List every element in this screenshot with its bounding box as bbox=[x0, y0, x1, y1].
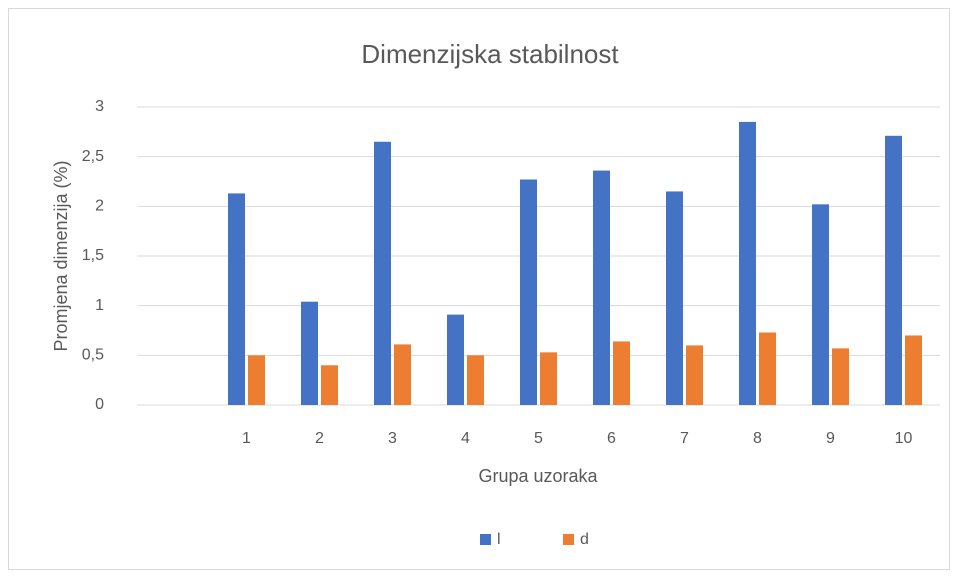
bar bbox=[905, 335, 922, 405]
bar bbox=[885, 135, 902, 405]
bar bbox=[301, 301, 318, 405]
x-tick-label: 7 bbox=[680, 430, 689, 447]
x-tick-label: 2 bbox=[315, 430, 324, 447]
y-axis-label: Promjena dimenzija (%) bbox=[51, 160, 71, 351]
legend-swatch bbox=[480, 534, 491, 545]
bar bbox=[739, 121, 756, 406]
y-tick-label: 1,5 bbox=[82, 247, 104, 264]
legend-swatch bbox=[563, 534, 574, 545]
bar bbox=[540, 352, 557, 405]
x-axis-label: Grupa uzoraka bbox=[478, 466, 598, 486]
bar bbox=[321, 365, 338, 405]
y-tick-label: 2,5 bbox=[82, 148, 104, 165]
y-tick-label: 3 bbox=[95, 98, 104, 115]
x-tick-label: 5 bbox=[534, 430, 543, 447]
bar bbox=[248, 355, 265, 405]
y-tick-label: 2 bbox=[95, 198, 104, 215]
bar bbox=[228, 193, 245, 405]
y-tick-label: 0 bbox=[95, 396, 104, 413]
x-tick-label: 8 bbox=[753, 430, 762, 447]
chart-border bbox=[8, 8, 950, 570]
bar bbox=[686, 345, 703, 405]
bar bbox=[593, 170, 610, 405]
x-tick-label: 10 bbox=[895, 430, 913, 447]
x-tick-label: 6 bbox=[607, 430, 616, 447]
y-tick-label: 1 bbox=[95, 297, 104, 314]
legend-label: d bbox=[580, 531, 589, 548]
x-tick-label: 9 bbox=[826, 430, 835, 447]
bar bbox=[520, 179, 537, 405]
bar bbox=[447, 314, 464, 405]
bar bbox=[666, 191, 683, 405]
bar bbox=[613, 341, 630, 405]
legend-label: l bbox=[497, 531, 501, 548]
chart-title: Dimenzijska stabilnost bbox=[361, 39, 619, 69]
x-tick-label: 4 bbox=[461, 430, 470, 447]
x-tick-label: 3 bbox=[388, 430, 397, 447]
bar bbox=[467, 355, 484, 405]
bar bbox=[394, 344, 411, 405]
bar bbox=[812, 204, 829, 405]
bar bbox=[759, 332, 776, 405]
y-tick-label: 0,5 bbox=[82, 347, 104, 364]
x-tick-label: 1 bbox=[242, 430, 251, 447]
bar bbox=[832, 348, 849, 405]
bar bbox=[374, 141, 391, 405]
